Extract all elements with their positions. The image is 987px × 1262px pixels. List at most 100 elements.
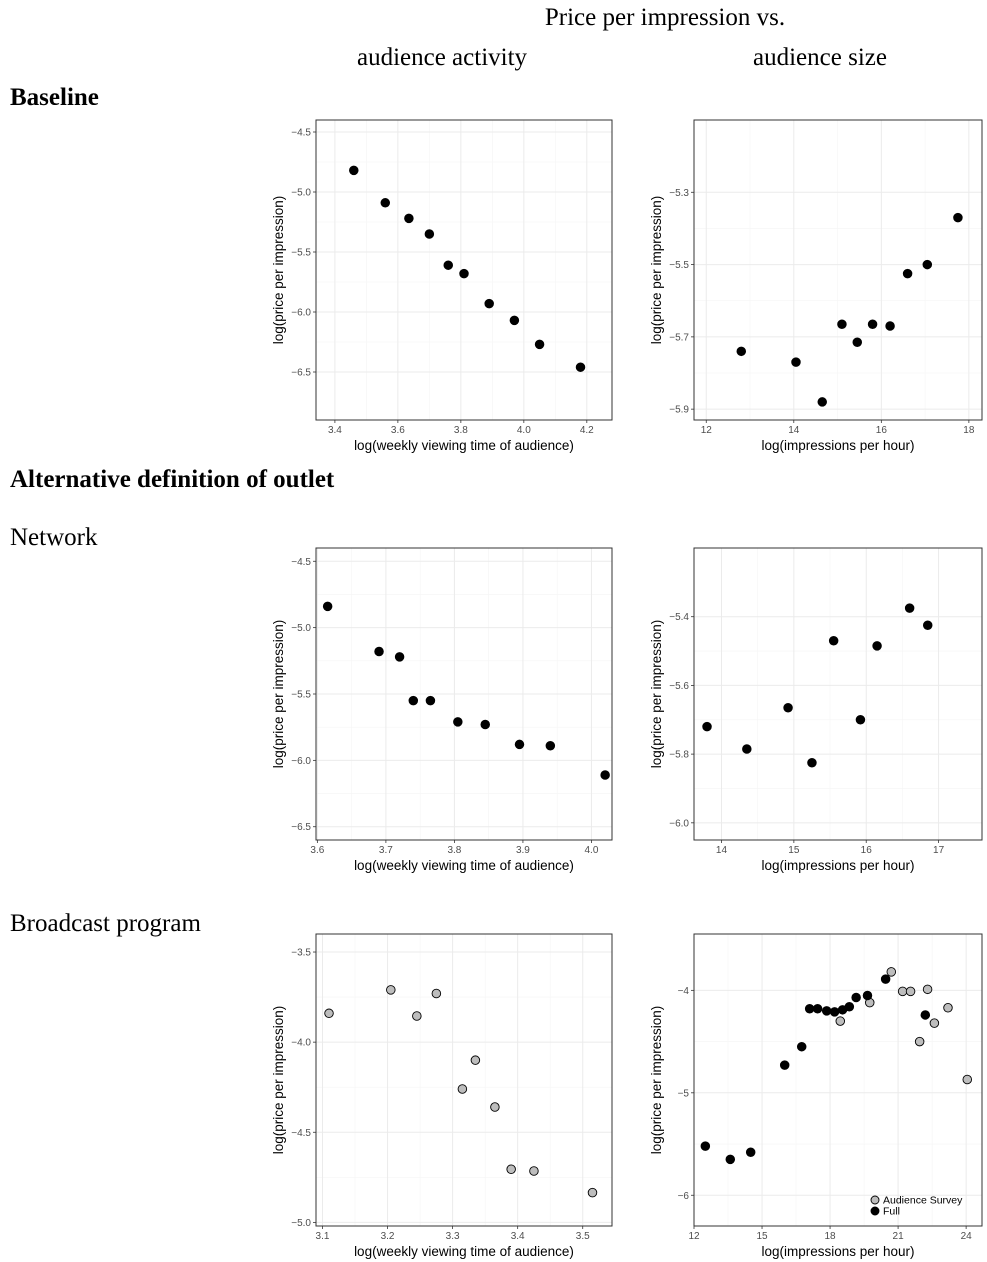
y-tick-label: −5.5 — [291, 690, 311, 701]
y-axis-label: log(price per impression) — [271, 1006, 286, 1155]
y-tick-label: −6.0 — [669, 818, 689, 829]
data-point-full — [904, 603, 915, 613]
x-tick-label: 3.5 — [576, 1231, 590, 1242]
data-point-full — [885, 321, 895, 331]
row-label-broadcast: Broadcast program — [10, 910, 201, 937]
column-header-activity: audience activity — [356, 44, 528, 71]
x-tick-label: 3.6 — [391, 425, 405, 436]
x-tick-label: 4.0 — [517, 425, 531, 436]
figure-title: Price per impression vs. — [544, 4, 786, 31]
y-tick-label: −4.5 — [291, 557, 311, 568]
data-point-full — [807, 757, 817, 768]
row-label-network: Network — [10, 524, 98, 551]
section-label-alternative: Alternative definition of outlet — [10, 466, 335, 493]
x-tick-label: 14 — [788, 425, 800, 436]
x-tick-label: 3.4 — [328, 425, 342, 436]
x-axis-label: log(weekly viewing time of audience) — [354, 858, 574, 873]
data-point-full — [862, 990, 873, 1001]
panel-border — [693, 119, 983, 421]
data-point-full — [408, 695, 419, 706]
data-point-full — [837, 319, 847, 329]
data-point-full — [509, 315, 520, 326]
data-point-full — [745, 1147, 756, 1157]
x-tick-label: 3.6 — [310, 845, 324, 856]
y-tick-label: −5.3 — [669, 188, 689, 199]
y-tick-label: −5.0 — [291, 188, 311, 199]
x-tick-label: 3.9 — [516, 845, 530, 856]
data-point-full — [902, 268, 913, 279]
data-point-full — [380, 198, 391, 208]
x-axis-label: log(impressions per hour) — [761, 1244, 914, 1259]
y-axis-label: log(price per impression) — [271, 196, 286, 345]
data-point-audience-survey — [886, 967, 897, 977]
data-point-audience-survey — [324, 1008, 334, 1019]
x-tick-label: 3.7 — [379, 845, 393, 856]
y-tick-label: −5.0 — [291, 623, 311, 634]
x-tick-label: 24 — [961, 1231, 973, 1242]
x-axis-label: log(weekly viewing time of audience) — [354, 1244, 574, 1259]
data-point-audience-survey — [431, 988, 442, 999]
x-tick-label: 3.2 — [381, 1231, 395, 1242]
data-point-full — [736, 346, 747, 357]
y-tick-label: −4.5 — [291, 1128, 311, 1139]
x-axis-label: log(impressions per hour) — [761, 858, 914, 873]
y-tick-label: −5.0 — [291, 1218, 311, 1229]
data-point-full — [742, 744, 752, 754]
y-axis-label: log(price per impression) — [649, 196, 664, 345]
data-point-audience-survey — [587, 1187, 598, 1198]
y-tick-label: −6.0 — [291, 308, 311, 319]
x-axis-label: log(weekly viewing time of audience) — [354, 438, 574, 453]
data-point-full — [779, 1060, 790, 1070]
data-point-full — [804, 1004, 815, 1014]
data-point-full — [394, 652, 405, 662]
data-point-full — [880, 974, 891, 984]
data-point-full — [872, 641, 882, 651]
data-point-full — [829, 1007, 840, 1017]
data-point-full — [796, 1041, 807, 1052]
data-point-full — [480, 719, 490, 730]
chart-baseline-size: 12 14 16 18 −5.9 −5.7 −5.5 −5.3 log(impressions … — [649, 119, 983, 453]
data-point-full — [922, 259, 933, 270]
data-point-full — [922, 620, 933, 631]
data-point-full — [725, 1154, 736, 1165]
data-point-full — [600, 770, 610, 780]
x-tick-label: 15 — [756, 1231, 768, 1242]
data-point-full — [349, 165, 359, 176]
chart-network-size: 14 15 16 17 −6.0 −5.8 −5.6 −5.4 log(impressions … — [649, 547, 983, 873]
data-point-full — [828, 636, 839, 646]
data-point-full — [534, 339, 545, 350]
x-tick-label: 12 — [688, 1231, 700, 1242]
data-point-full — [851, 992, 861, 1003]
data-point-full — [852, 337, 863, 348]
y-tick-label: −5.9 — [669, 405, 689, 416]
x-tick-label: 3.8 — [447, 845, 461, 856]
data-point-full — [920, 1010, 931, 1020]
y-axis-label: log(price per impression) — [649, 1006, 664, 1155]
y-tick-label: −4.5 — [291, 128, 311, 139]
panel-border — [315, 933, 613, 1227]
data-point-full — [424, 229, 435, 239]
y-tick-label: −3.5 — [291, 948, 311, 959]
x-tick-label: 14 — [716, 845, 728, 856]
x-tick-label: 15 — [788, 845, 800, 856]
y-axis-label: log(price per impression) — [271, 620, 286, 769]
x-tick-label: 4.0 — [584, 845, 598, 856]
x-tick-label: 4.2 — [580, 425, 594, 436]
y-tick-label: −6.5 — [291, 368, 311, 379]
data-point-full — [867, 319, 878, 329]
x-tick-label: 16 — [876, 425, 888, 436]
data-point-full — [545, 741, 556, 751]
data-point-full — [459, 268, 469, 279]
data-point-full — [702, 721, 712, 732]
data-point-audience-survey — [897, 986, 908, 997]
data-point-full — [443, 260, 454, 270]
y-tick-label: −6.0 — [291, 756, 311, 767]
data-point-full — [817, 397, 827, 407]
data-point-full — [812, 1004, 823, 1014]
data-point-audience-survey — [922, 984, 933, 995]
data-point-full — [374, 646, 384, 657]
chart-broadcast-size: 12 15 18 21 24 −6 −5 −4 log(impressions per hour… — [649, 933, 983, 1259]
data-point-full — [453, 717, 463, 727]
y-tick-label: −4.0 — [291, 1038, 311, 1049]
x-tick-label: 18 — [825, 1231, 837, 1242]
